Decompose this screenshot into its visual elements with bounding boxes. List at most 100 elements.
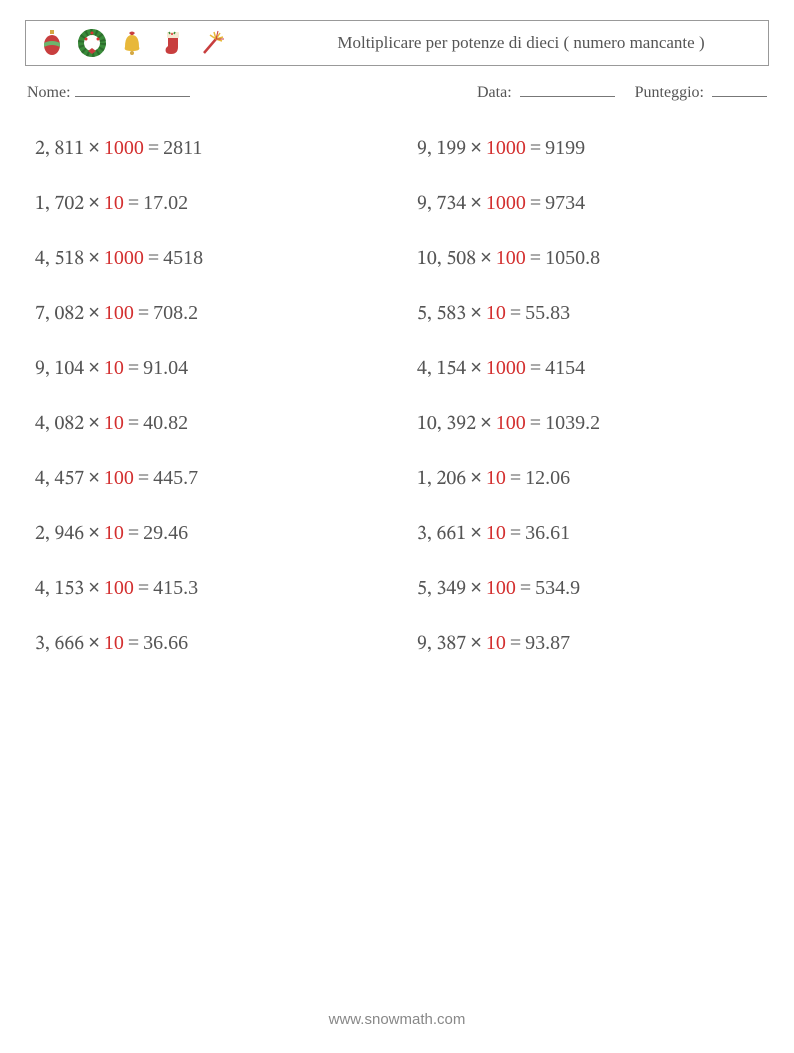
score-field: Punteggio: <box>635 84 767 102</box>
times-symbol: × <box>84 522 104 544</box>
result-value: 708.2 <box>153 302 198 324</box>
problems-left-col: 2, 811×1000=28111, 702×10=17.024, 518×10… <box>35 137 377 687</box>
problem-row: 4, 518×1000=4518 <box>35 247 377 272</box>
operand-a: 10, 508 <box>417 249 476 269</box>
equals-symbol: = <box>124 632 143 654</box>
result-value: 4154 <box>545 357 585 379</box>
answer-value: 10 <box>104 192 124 214</box>
score-blank[interactable] <box>712 96 767 97</box>
worksheet-title: Moltiplicare per potenze di dieci ( nume… <box>226 33 756 53</box>
equals-symbol: = <box>526 137 545 159</box>
equals-symbol: = <box>506 632 525 654</box>
operand-a: 2, 946 <box>35 524 84 544</box>
answer-value: 1000 <box>486 357 526 379</box>
result-value: 4518 <box>163 247 203 269</box>
result-value: 36.66 <box>143 632 188 654</box>
operand-a: 7, 082 <box>35 304 84 324</box>
times-symbol: × <box>84 247 104 269</box>
answer-value: 1000 <box>486 192 526 214</box>
problem-row: 9, 104×10=91.04 <box>35 357 377 382</box>
operand-a: 4, 154 <box>417 359 466 379</box>
times-symbol: × <box>466 192 486 214</box>
result-value: 9734 <box>545 192 585 214</box>
answer-value: 100 <box>104 302 134 324</box>
problem-row: 4, 082×10=40.82 <box>35 412 377 437</box>
equals-symbol: = <box>134 577 153 599</box>
date-field: Data: <box>477 84 615 102</box>
problem-row: 5, 349×100=534.9 <box>417 577 759 602</box>
result-value: 415.3 <box>153 577 198 599</box>
problem-row: 4, 154×1000=4154 <box>417 357 759 382</box>
times-symbol: × <box>84 137 104 159</box>
answer-value: 1000 <box>104 137 144 159</box>
problem-row: 2, 811×1000=2811 <box>35 137 377 162</box>
stocking-icon <box>158 29 186 57</box>
name-label: Nome: <box>27 84 71 102</box>
answer-value: 10 <box>104 522 124 544</box>
times-symbol: × <box>84 302 104 324</box>
result-value: 93.87 <box>525 632 570 654</box>
equals-symbol: = <box>526 247 545 269</box>
problem-row: 1, 702×10=17.02 <box>35 192 377 217</box>
operand-a: 9, 734 <box>417 194 466 214</box>
times-symbol: × <box>84 467 104 489</box>
times-symbol: × <box>466 632 486 654</box>
worksheet-page: Moltiplicare per potenze di dieci ( nume… <box>0 0 794 707</box>
problem-row: 4, 457×100=445.7 <box>35 467 377 492</box>
header-icons <box>38 29 226 57</box>
equals-symbol: = <box>516 577 535 599</box>
equals-symbol: = <box>506 522 525 544</box>
operand-a: 4, 153 <box>35 579 84 599</box>
result-value: 1039.2 <box>545 412 600 434</box>
result-value: 9199 <box>545 137 585 159</box>
result-value: 445.7 <box>153 467 198 489</box>
problem-row: 10, 508×100=1050.8 <box>417 247 759 272</box>
answer-value: 100 <box>104 467 134 489</box>
equals-symbol: = <box>526 357 545 379</box>
operand-a: 2, 811 <box>35 139 84 159</box>
header-box: Moltiplicare per potenze di dieci ( nume… <box>25 20 769 66</box>
result-value: 55.83 <box>525 302 570 324</box>
problem-row: 9, 734×1000=9734 <box>417 192 759 217</box>
times-symbol: × <box>84 577 104 599</box>
date-blank[interactable] <box>520 96 615 97</box>
equals-symbol: = <box>526 192 545 214</box>
firework-icon <box>198 29 226 57</box>
operand-a: 9, 199 <box>417 139 466 159</box>
answer-value: 10 <box>104 632 124 654</box>
times-symbol: × <box>466 137 486 159</box>
result-value: 534.9 <box>535 577 580 599</box>
date-label: Data: <box>477 84 512 101</box>
problem-row: 7, 082×100=708.2 <box>35 302 377 327</box>
problem-row: 2, 946×10=29.46 <box>35 522 377 547</box>
answer-value: 10 <box>486 302 506 324</box>
problem-row: 9, 387×10=93.87 <box>417 632 759 657</box>
answer-value: 100 <box>104 577 134 599</box>
name-blank[interactable] <box>75 96 190 97</box>
operand-a: 4, 082 <box>35 414 84 434</box>
equals-symbol: = <box>124 412 143 434</box>
equals-symbol: = <box>526 412 545 434</box>
problems-right-col: 9, 199×1000=91999, 734×1000=973410, 508×… <box>417 137 759 687</box>
times-symbol: × <box>466 467 486 489</box>
problem-row: 3, 666×10=36.66 <box>35 632 377 657</box>
answer-value: 100 <box>496 412 526 434</box>
answer-value: 10 <box>104 412 124 434</box>
operand-a: 9, 387 <box>417 634 466 654</box>
footer-url: www.snowmath.com <box>0 1011 794 1028</box>
equals-symbol: = <box>124 522 143 544</box>
operand-a: 3, 666 <box>35 634 84 654</box>
times-symbol: × <box>84 357 104 379</box>
equals-symbol: = <box>506 302 525 324</box>
equals-symbol: = <box>134 302 153 324</box>
problem-row: 1, 206×10=12.06 <box>417 467 759 492</box>
equals-symbol: = <box>124 357 143 379</box>
answer-value: 100 <box>486 577 516 599</box>
result-value: 2811 <box>163 137 202 159</box>
operand-a: 4, 457 <box>35 469 84 489</box>
times-symbol: × <box>84 412 104 434</box>
score-label: Punteggio: <box>635 84 704 101</box>
result-value: 36.61 <box>525 522 570 544</box>
times-symbol: × <box>466 522 486 544</box>
operand-a: 9, 104 <box>35 359 84 379</box>
